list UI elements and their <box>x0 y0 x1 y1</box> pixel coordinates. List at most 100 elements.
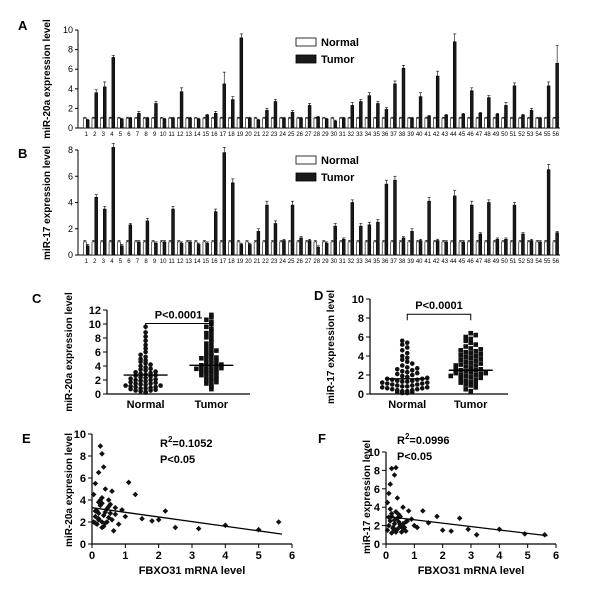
bar-normal <box>467 241 471 256</box>
x-tick-label: 34 <box>365 132 372 138</box>
bar-normal <box>288 117 292 129</box>
data-point-tumor <box>458 376 464 382</box>
x-tick-label: 34 <box>365 259 372 265</box>
data-point <box>400 504 406 510</box>
bar-tumor <box>487 97 491 129</box>
data-point-tumor <box>468 369 474 375</box>
data-point <box>414 524 420 531</box>
bar-tumor <box>111 147 115 256</box>
data-point <box>387 506 394 512</box>
data-point <box>387 518 394 524</box>
p-value-annotation: P<0.05 <box>160 454 195 466</box>
bar-tumor <box>453 41 457 129</box>
x-tick-label: 6 <box>127 259 131 265</box>
data-point-normal <box>143 342 148 348</box>
y-tick-label: 10 <box>352 294 364 306</box>
x-tick-label: 9 <box>153 259 157 265</box>
y-tick-label: 0 <box>80 539 86 551</box>
bar-tumor <box>410 117 414 129</box>
data-point-normal <box>409 361 415 366</box>
bar-normal <box>108 117 113 129</box>
data-point <box>92 520 99 526</box>
x-tick-label: 5 <box>119 132 123 138</box>
bar-normal <box>518 117 522 129</box>
bar-normal <box>398 117 403 129</box>
bar-tumor <box>137 241 141 256</box>
data-point-normal <box>394 387 400 393</box>
bar-tumor <box>444 241 448 256</box>
x-tick-label: 4 <box>110 259 114 265</box>
bar-normal <box>177 117 181 129</box>
data-point-tumor <box>453 370 459 376</box>
bar-normal <box>390 117 394 129</box>
data-point-tumor <box>463 368 469 374</box>
x-tick-label: 27 <box>305 132 312 138</box>
bar-tumor <box>171 208 175 256</box>
data-point-tumor <box>463 386 469 392</box>
data-point-normal <box>138 367 143 372</box>
bar-normal <box>305 117 309 129</box>
data-point-tumor <box>209 351 214 356</box>
y-tick-label: 4 <box>374 502 381 514</box>
bar-tumor <box>401 237 406 256</box>
y-tick-label: 0 <box>68 123 73 133</box>
bar-normal <box>484 117 488 129</box>
bar-tumor <box>196 244 201 256</box>
data-point-tumor <box>209 353 214 359</box>
data-point-normal <box>389 386 395 392</box>
data-point-normal <box>394 367 400 372</box>
x-tick-label: 32 <box>348 259 355 265</box>
bar-normal <box>313 117 318 129</box>
bar-normal <box>219 117 224 129</box>
x-tick-label: 27 <box>305 259 312 265</box>
data-point-normal <box>153 384 158 390</box>
data-point <box>102 520 109 526</box>
data-point-normal <box>399 388 405 394</box>
data-point-normal <box>414 382 420 387</box>
data-point <box>102 486 109 492</box>
data-point-tumor <box>204 364 209 369</box>
x-tick-label: 6 <box>127 132 131 138</box>
x-tick-label: 14 <box>194 259 201 265</box>
data-point-normal <box>143 354 148 360</box>
x-tick-label: 21 <box>254 259 261 265</box>
x-tick-label: 46 <box>467 132 474 138</box>
category-label-normal: Normal <box>127 399 165 411</box>
data-point-normal <box>133 384 138 390</box>
data-point <box>105 503 112 510</box>
x-tick-label: 40 <box>416 132 423 138</box>
bar-normal <box>83 117 87 129</box>
y-tick-label: 8 <box>95 333 101 345</box>
y-tick-label: 4 <box>80 495 87 507</box>
bar-tumor <box>290 112 295 129</box>
data-point-normal <box>138 378 143 384</box>
x-tick-label: 43 <box>441 132 448 138</box>
x-tick-label: 11 <box>169 132 176 138</box>
data-point-normal <box>148 370 153 376</box>
bar-tumor <box>342 238 346 256</box>
bar-tumor <box>495 113 500 129</box>
data-point-normal <box>133 377 138 383</box>
x-tick-label: 35 <box>373 132 380 138</box>
x-tick-label: 28 <box>313 259 320 265</box>
bar-tumor <box>521 114 525 129</box>
bar-tumor <box>162 118 167 129</box>
data-point-normal <box>394 383 400 388</box>
bar-normal <box>407 117 411 129</box>
data-point-tumor <box>473 358 479 364</box>
bar-tumor <box>367 224 372 256</box>
data-point <box>391 520 398 527</box>
x-tick-label: 3 <box>189 550 195 562</box>
bar-tumor <box>504 238 508 256</box>
data-point-tumor <box>463 373 469 379</box>
data-point-tumor <box>214 379 219 385</box>
bar-normal <box>270 241 275 256</box>
data-point-tumor <box>463 338 469 344</box>
data-point-tumor <box>209 378 214 383</box>
x-tick-label: 48 <box>484 259 491 265</box>
data-point <box>119 507 125 513</box>
data-point-tumor <box>468 379 474 384</box>
p-value-annotation: P<0.0001 <box>415 300 462 312</box>
data-point-tumor <box>209 382 214 388</box>
data-point-tumor <box>458 348 464 353</box>
